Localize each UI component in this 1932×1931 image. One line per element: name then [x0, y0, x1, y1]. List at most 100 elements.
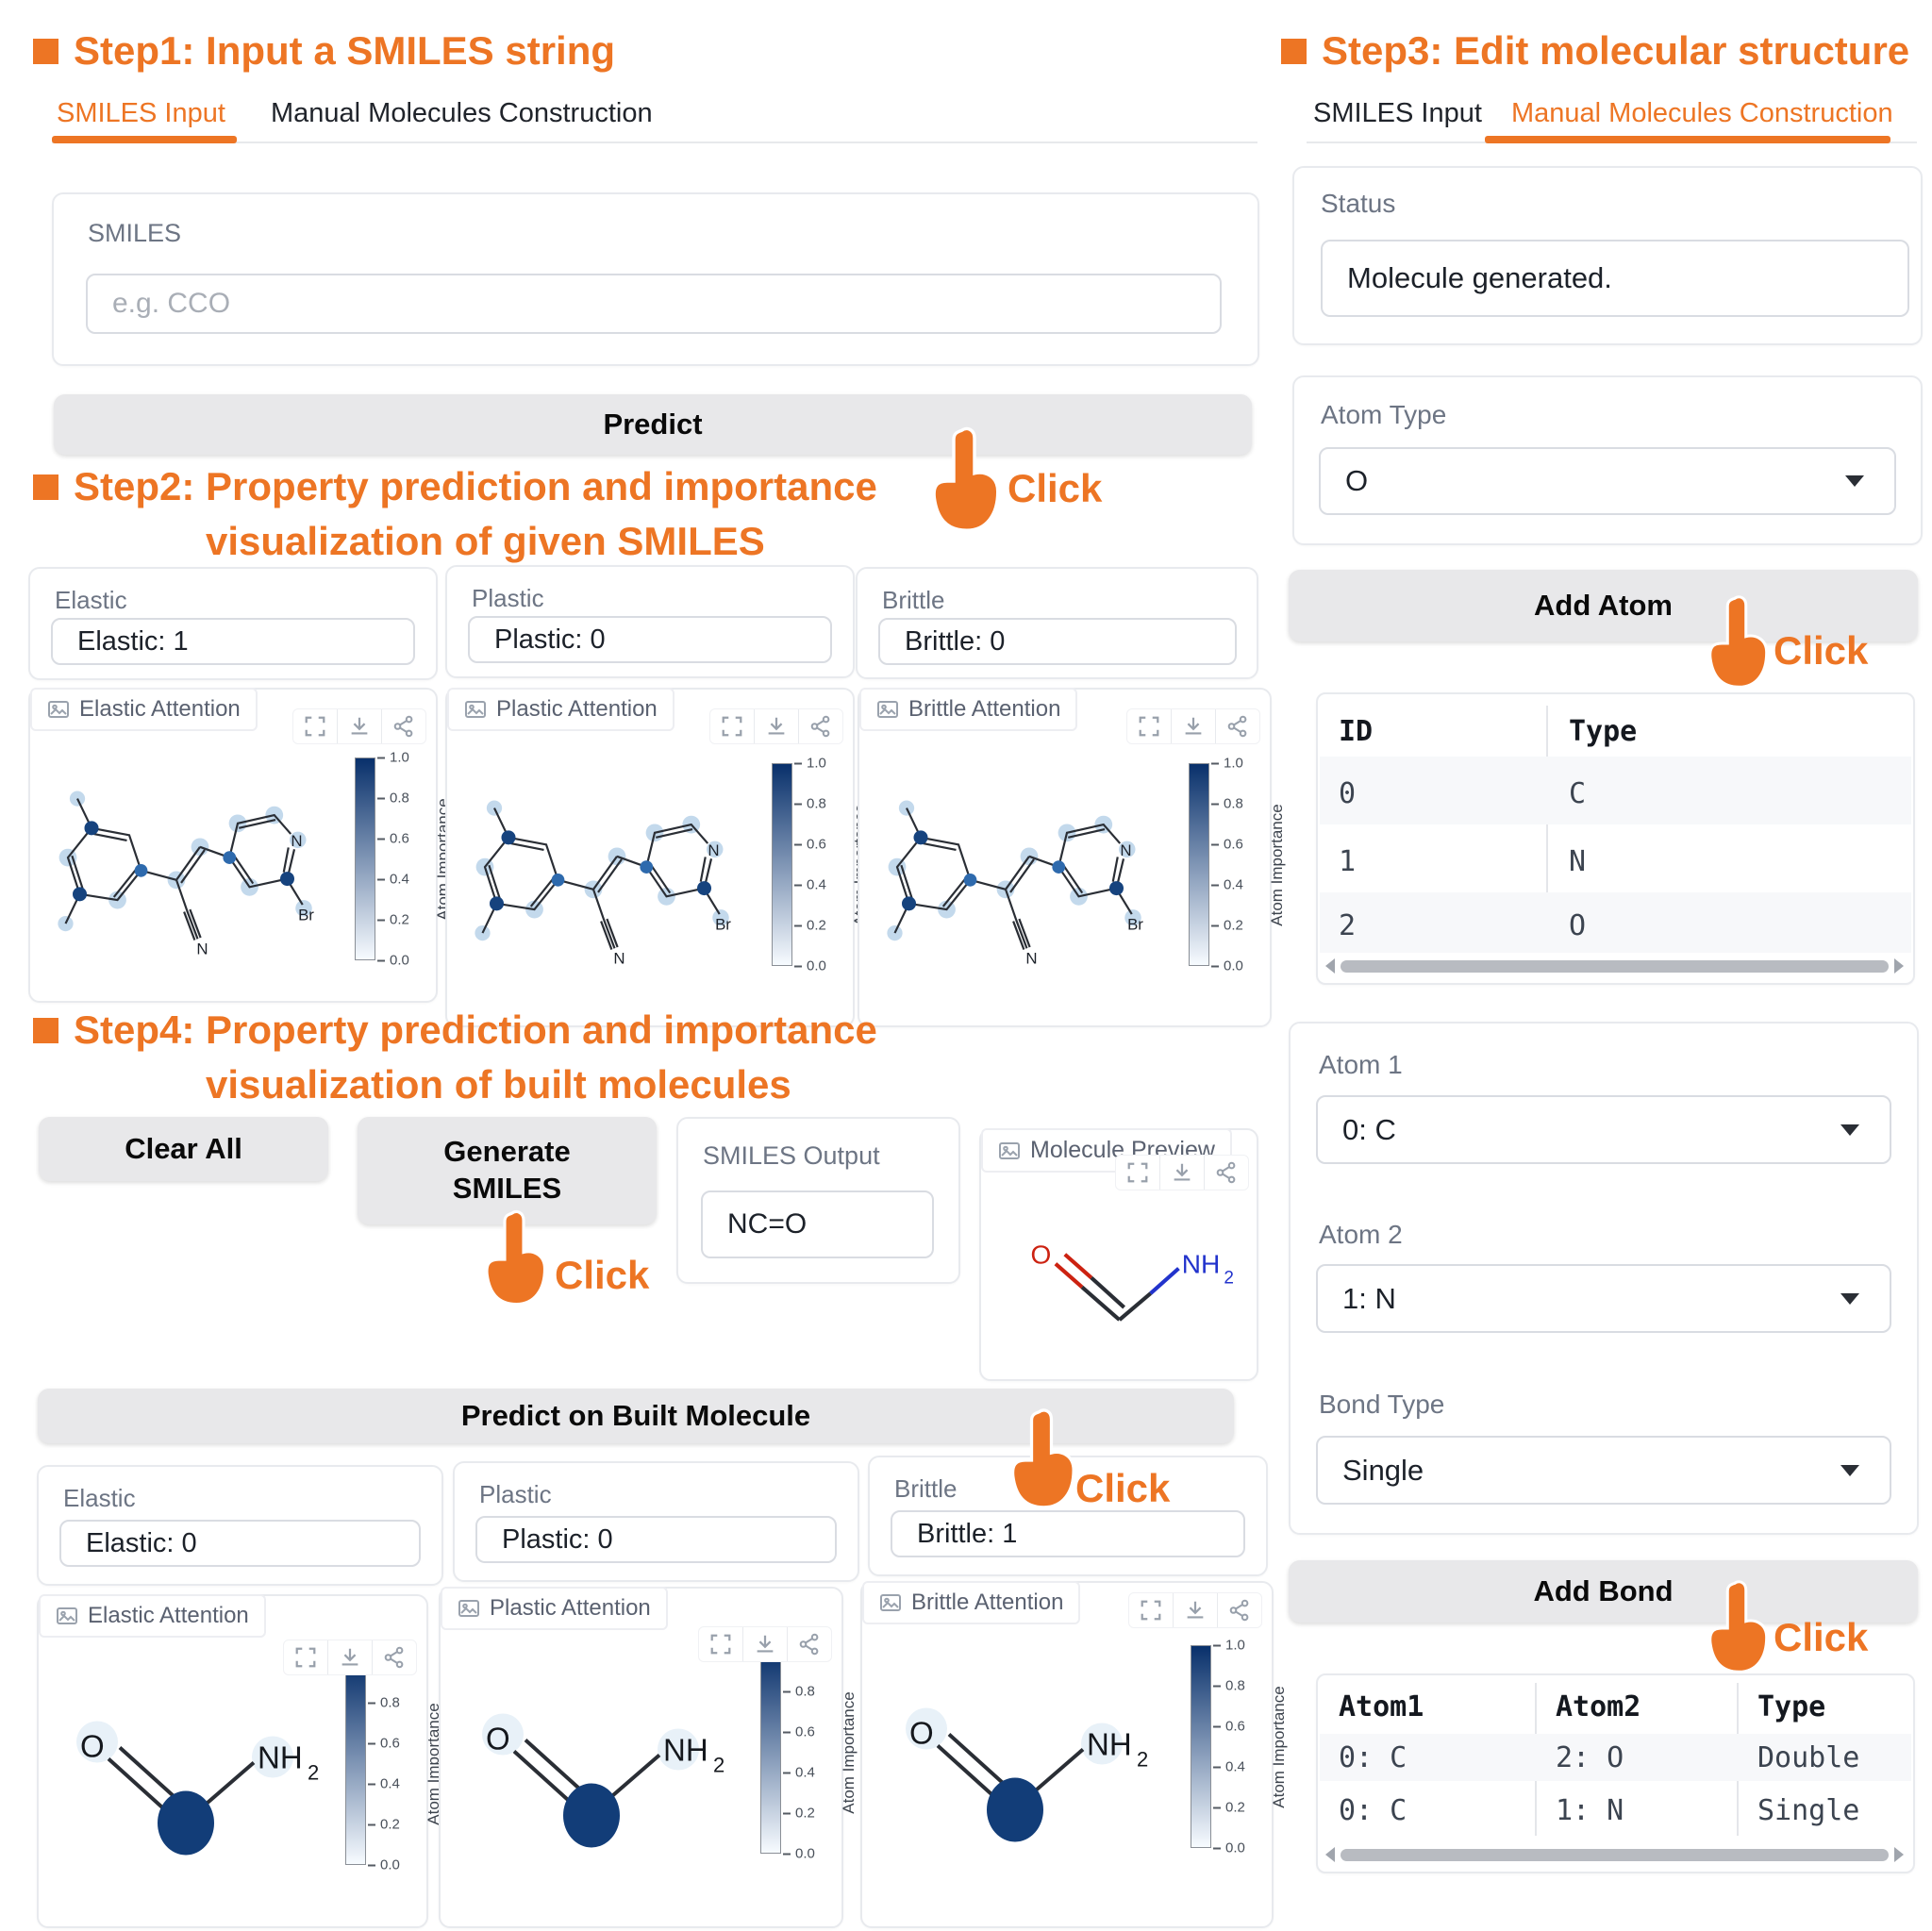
attention-header: Brittle Attention — [859, 688, 1078, 731]
status-value[interactable]: Molecule generated. — [1321, 240, 1909, 317]
share-icon[interactable] — [787, 1627, 831, 1661]
generate-smiles-button[interactable]: Generate SMILES — [358, 1117, 657, 1224]
fullscreen-icon[interactable] — [293, 709, 337, 743]
plastic-attention-panel-built: Plastic Attention 1.00.80.60.40.20.0Atom… — [439, 1587, 858, 1928]
plastic-label: Plastic — [479, 1480, 552, 1508]
fullscreen-icon[interactable] — [699, 1627, 742, 1661]
tab-smiles-input-right[interactable]: SMILES Input — [1313, 98, 1482, 128]
molecule-preview-svg — [981, 1190, 1255, 1370]
brittle-value[interactable]: Brittle: 0 — [878, 618, 1237, 665]
colorbar-tick: 0.8 — [368, 1695, 400, 1711]
download-icon[interactable] — [337, 709, 381, 743]
brittle-label: Brittle — [894, 1474, 958, 1503]
fullscreen-icon[interactable] — [1129, 1593, 1173, 1627]
step1-heading: Step1: Input a SMILES string — [33, 28, 615, 74]
share-icon[interactable] — [1217, 1593, 1261, 1627]
molecule-attention-svg — [480, 1711, 727, 1850]
fullscreen-icon[interactable] — [1116, 1156, 1159, 1190]
download-icon[interactable] — [1173, 1593, 1217, 1627]
brittle-value[interactable]: Brittle: 1 — [891, 1510, 1245, 1557]
colorbar-gradient — [1191, 1645, 1211, 1848]
attention-title: Elastic Attention — [88, 1603, 249, 1628]
atom-table-header-id: ID — [1339, 715, 1374, 748]
scrollbar-thumb[interactable] — [1341, 959, 1889, 973]
bond-type-dropdown[interactable]: Single — [1316, 1436, 1891, 1505]
molecule-preview-panel: Molecule Preview — [979, 1128, 1258, 1381]
scroll-right-icon[interactable] — [1894, 958, 1904, 974]
bond-type-cell: Single — [1757, 1794, 1860, 1827]
add-atom-button[interactable]: Add Atom — [1289, 570, 1918, 641]
atom2-dropdown[interactable]: 1: N — [1316, 1264, 1891, 1333]
smiles-placeholder: e.g. CCO — [112, 288, 231, 319]
share-icon[interactable] — [1215, 709, 1259, 743]
smiles-field-label: SMILES — [88, 219, 182, 247]
horizontal-scrollbar[interactable] — [1325, 1847, 1904, 1862]
fullscreen-icon[interactable] — [284, 1640, 327, 1674]
atom1-value: 0: C — [1342, 1112, 1396, 1146]
atom-type-cell: C — [1569, 777, 1587, 810]
brittle-label: Brittle — [882, 586, 945, 614]
scroll-left-icon[interactable] — [1325, 1847, 1335, 1862]
colorbar-tick: 0.8 — [794, 796, 826, 812]
fullscreen-icon[interactable] — [710, 709, 754, 743]
add-bond-button[interactable]: Add Bond — [1289, 1560, 1918, 1623]
download-icon[interactable] — [1171, 709, 1215, 743]
tab-manual-construction-left[interactable]: Manual Molecules Construction — [271, 98, 653, 128]
tab-smiles-input-left[interactable]: SMILES Input — [57, 98, 225, 128]
colorbar-tick: 0.0 — [794, 958, 826, 974]
colorbar-tick: 0.6 — [368, 1736, 400, 1752]
table-row — [1320, 892, 1911, 953]
predict-button[interactable]: Predict — [54, 394, 1252, 455]
plastic-label: Plastic — [472, 584, 544, 612]
plastic-value[interactable]: Plastic: 0 — [468, 616, 832, 663]
atom-table: ID Type 0 C 1 N 2 O — [1316, 692, 1915, 985]
colorbar-tick: 0.8 — [1211, 796, 1243, 812]
image-icon — [999, 1141, 1020, 1159]
elastic-value[interactable]: Elastic: 1 — [51, 618, 415, 665]
colorbar-tick: 0.2 — [794, 918, 826, 934]
step4-bullet-icon — [33, 1017, 58, 1043]
share-icon[interactable] — [798, 709, 842, 743]
bond-builder-card: Atom 1 0: C Atom 2 1: N Bond Type Single — [1289, 1022, 1919, 1535]
bond-type-label: Bond Type — [1319, 1390, 1445, 1419]
brittle-attention-panel-built: Brittle Attention 1.0 0.8 0.6 0.4 0.2 0.0 Atom… — [860, 1581, 1288, 1928]
share-icon[interactable] — [372, 1640, 416, 1674]
scroll-left-icon[interactable] — [1325, 958, 1335, 974]
tab-manual-construction-right[interactable]: Manual Molecules Construction — [1511, 98, 1893, 128]
attention-title: Plastic Attention — [490, 1595, 651, 1621]
molecule-attention-svg — [474, 799, 733, 969]
colorbar-tick: 0.0 — [783, 1846, 815, 1862]
bond-atom2-cell: 1: N — [1556, 1794, 1624, 1827]
download-icon[interactable] — [742, 1627, 787, 1661]
bond-table-header-atom2: Atom2 — [1556, 1690, 1641, 1723]
atom1-dropdown[interactable]: 0: C — [1316, 1095, 1891, 1164]
fullscreen-icon[interactable] — [1127, 709, 1171, 743]
elastic-value[interactable]: Elastic: 0 — [59, 1520, 421, 1567]
click-hand-icon — [1002, 1407, 1081, 1518]
share-icon[interactable] — [381, 709, 425, 743]
tab-active-underline-left — [52, 136, 237, 143]
download-icon[interactable] — [1159, 1156, 1204, 1190]
colorbar-tick: 0.4 — [368, 1776, 400, 1792]
colorbar-tick: 1.0 — [1211, 756, 1243, 772]
atom-type-dropdown[interactable]: O — [1319, 447, 1896, 515]
scrollbar-thumb[interactable] — [1341, 1848, 1889, 1861]
colorbar-gradient — [1189, 763, 1209, 966]
colorbar-tick: 0.2 — [377, 912, 409, 928]
attention-header: Elastic Attention — [30, 688, 258, 731]
atom-id-cell: 2 — [1339, 909, 1357, 942]
step2-title-line1: Step2: Property prediction and importanc… — [74, 464, 877, 508]
chevron-down-icon — [1840, 1464, 1859, 1476]
smiles-output-value[interactable]: NC=O — [701, 1190, 934, 1258]
scroll-right-icon[interactable] — [1894, 1847, 1904, 1862]
plastic-value[interactable]: Plastic: 0 — [475, 1516, 837, 1563]
click-annotation: Click — [555, 1253, 650, 1297]
share-icon[interactable] — [1204, 1156, 1248, 1190]
colorbar-gradient — [345, 1662, 366, 1865]
molecule-attention-svg — [904, 1706, 1151, 1844]
smiles-input[interactable]: e.g. CCO — [86, 274, 1222, 334]
clear-all-button[interactable]: Clear All — [39, 1117, 328, 1181]
horizontal-scrollbar[interactable] — [1325, 958, 1904, 974]
download-icon[interactable] — [754, 709, 798, 743]
download-icon[interactable] — [327, 1640, 372, 1674]
